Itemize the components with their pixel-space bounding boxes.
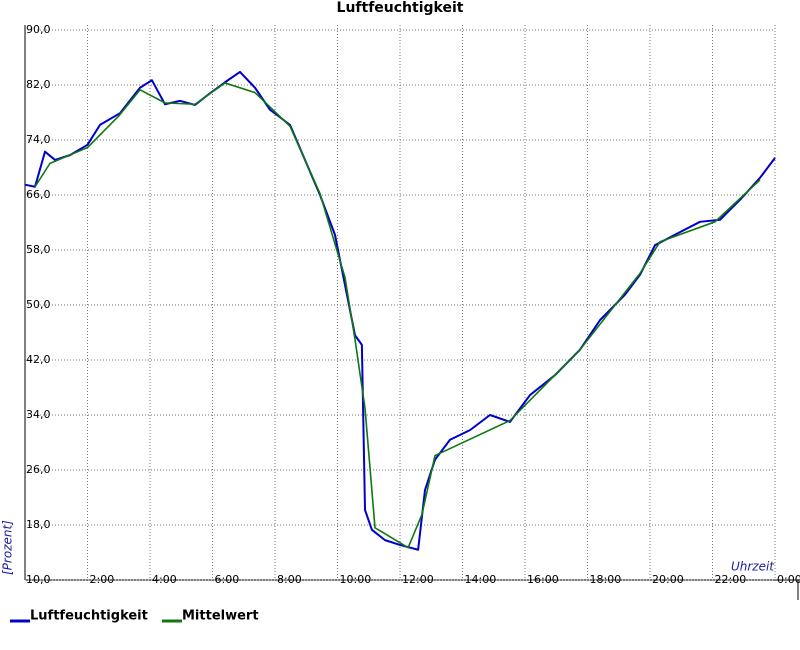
x-tick-label: 16:00: [527, 573, 559, 586]
chart-title: Luftfeuchtigkeit: [337, 0, 464, 16]
y-tick-label: 42,0: [26, 353, 51, 366]
legend-label: Luftfeuchtigkeit: [30, 609, 148, 624]
x-tick-label: 22:00: [715, 573, 747, 586]
y-tick-label: 58,0: [26, 243, 51, 256]
x-axis-label: Uhrzeit: [731, 560, 775, 574]
y-tick-label: 34,0: [26, 408, 51, 421]
x-tick-label: 12:00: [402, 573, 434, 586]
x-tick-label: 20:00: [652, 573, 684, 586]
x-tick-label: 4:00: [152, 573, 177, 586]
y-tick-label: 10,0: [26, 573, 51, 586]
y-tick-label: 82,0: [26, 78, 51, 91]
series-line: [34, 82, 761, 549]
y-tick-label: 90,0: [26, 23, 51, 36]
x-tick-label: 8:00: [277, 573, 302, 586]
x-tick-label: 14:00: [465, 573, 497, 586]
x-tick-label: 2:00: [90, 573, 115, 586]
y-tick-label: 74,0: [26, 133, 51, 146]
x-tick-label: 10:00: [340, 573, 372, 586]
series-line: [24, 70, 776, 551]
y-axis-label: [Prozent]: [1, 520, 15, 575]
y-tick-label: 50,0: [26, 298, 51, 311]
x-tick-label: 6:00: [215, 573, 240, 586]
y-tick-label: 66,0: [26, 188, 51, 201]
y-tick-label: 26,0: [26, 463, 51, 476]
legend-label: Mittelwert: [182, 609, 259, 624]
y-tick-label: 18,0: [26, 518, 51, 531]
x-tick-label: 18:00: [590, 573, 622, 586]
x-tick-label: 0:00: [777, 573, 800, 586]
